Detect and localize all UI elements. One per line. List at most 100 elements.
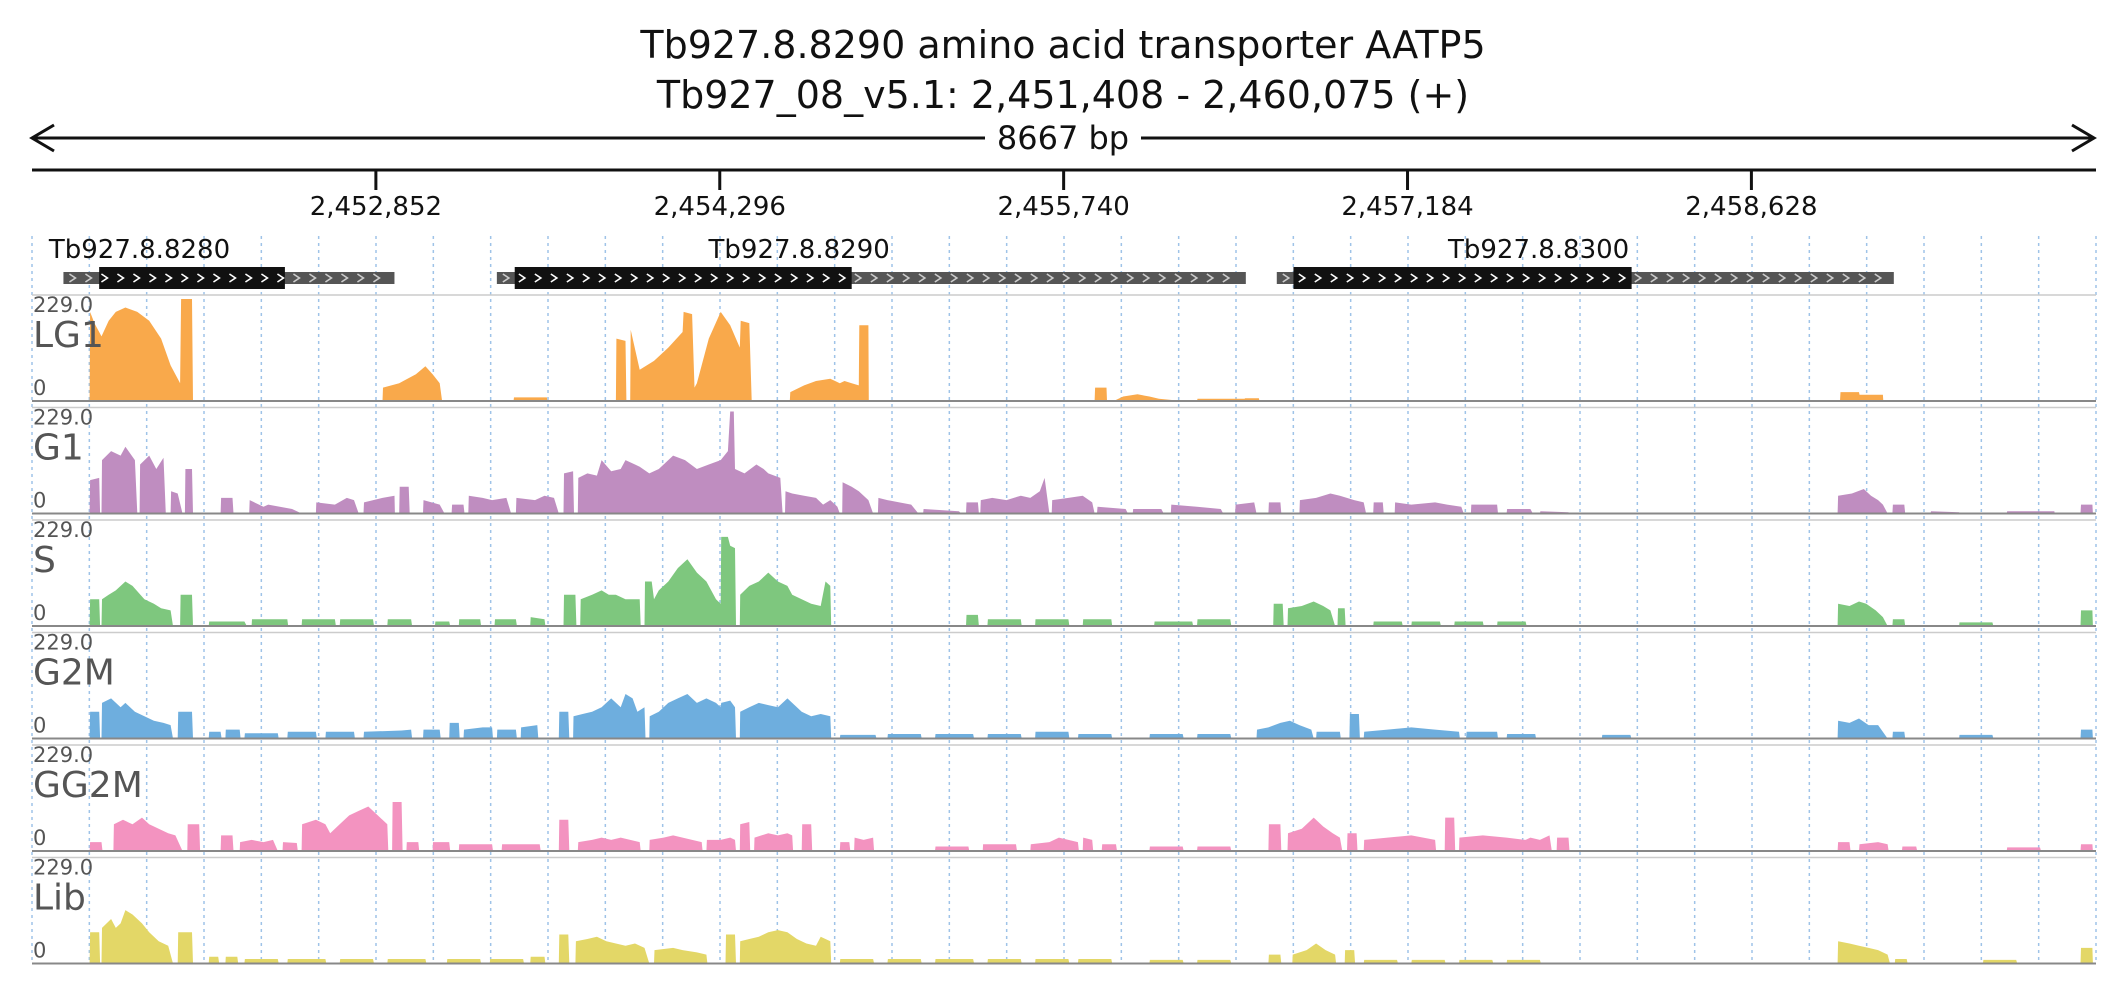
strand-arrow-icon: [694, 273, 703, 283]
strand-arrow-icon: [1078, 273, 1087, 283]
ruler-tick-label: 2,458,628: [1685, 192, 1817, 222]
strand-arrow-icon: [1394, 273, 1403, 283]
strand-arrow-icon: [1762, 273, 1771, 283]
track-min-label: 0: [33, 939, 46, 963]
strand-arrow-icon: [1190, 273, 1199, 283]
strand-arrow-icon: [1126, 273, 1135, 283]
strand-arrow-icon: [356, 273, 365, 283]
strand-arrow-icon: [1158, 273, 1167, 283]
strand-arrow-icon: [1346, 273, 1355, 283]
coverage-area: [89, 910, 2093, 964]
strand-arrow-icon: [1298, 273, 1307, 283]
track-min-label: 0: [33, 601, 46, 625]
strand-arrow-icon: [1794, 273, 1803, 283]
coverage-area: [89, 694, 2093, 739]
strand-arrow-icon: [260, 273, 269, 283]
strand-arrow-icon: [598, 273, 607, 283]
strand-arrow-icon: [1362, 273, 1371, 283]
strand-arrow-icon: [1174, 273, 1183, 283]
strand-arrow-icon: [1062, 273, 1071, 283]
gene-model[interactable]: Tb927.8.8290: [496, 235, 1246, 289]
strand-arrow-icon: [340, 273, 349, 283]
strand-arrow-icon: [1490, 273, 1499, 283]
strand-arrow-icon: [1506, 273, 1515, 283]
strand-arrow-icon: [1110, 273, 1119, 283]
track-min-label: 0: [33, 376, 46, 400]
strand-arrow-icon: [822, 273, 831, 283]
gene-model[interactable]: Tb927.8.8280: [48, 235, 395, 289]
strand-arrow-icon: [1410, 273, 1419, 283]
track-max-label: 229.0: [33, 631, 93, 655]
track-name-label: G1: [33, 428, 84, 469]
strand-arrow-icon: [1730, 273, 1739, 283]
strand-arrow-icon: [1222, 273, 1231, 283]
track-min-label: 0: [33, 489, 46, 513]
strand-arrow-icon: [116, 273, 125, 283]
track-name-label: Lib: [33, 878, 86, 919]
strand-arrow-icon: [870, 273, 879, 283]
strand-arrow-icon: [1442, 273, 1451, 283]
strand-arrow-icon: [164, 273, 173, 283]
strand-arrow-icon: [1426, 273, 1435, 283]
strand-arrow-icon: [1858, 273, 1867, 283]
strand-arrow-icon: [1142, 273, 1151, 283]
strand-arrow-icon: [1014, 273, 1023, 283]
header: Tb927.8.8290 amino acid transporter AATP…: [639, 23, 1485, 117]
span-length-label: 8667 bp: [997, 119, 1129, 157]
strand-arrow-icon: [324, 273, 333, 283]
strand-arrow-icon: [1094, 273, 1103, 283]
strand-arrow-icon: [372, 273, 381, 283]
strand-arrow-icon: [1682, 273, 1691, 283]
gene-label: Tb927.8.8300: [1447, 235, 1629, 265]
track-name-label: G2M: [33, 653, 115, 694]
strand-arrow-icon: [1874, 273, 1883, 283]
arrow-left-icon: [29, 123, 55, 153]
strand-arrow-icon: [518, 273, 527, 283]
strand-arrow-icon: [1602, 273, 1611, 283]
strand-arrow-icon: [1666, 273, 1675, 283]
strand-arrow-icon: [1778, 273, 1787, 283]
strand-arrow-icon: [662, 273, 671, 283]
strand-arrow-icon: [534, 273, 543, 283]
strand-arrow-icon: [148, 273, 157, 283]
strand-arrow-icon: [1746, 273, 1755, 283]
gene-track: Tb927.8.8280 Tb927.8.8290 Tb927.8.8300: [48, 235, 1894, 289]
ruler-tick-label: 2,452,852: [310, 192, 442, 222]
strand-arrow-icon: [774, 273, 783, 283]
ruler-tick-label: 2,454,296: [654, 192, 786, 222]
strand-arrow-icon: [710, 273, 719, 283]
strand-arrow-icon: [742, 273, 751, 283]
strand-arrow-icon: [582, 273, 591, 283]
strand-arrow-icon: [196, 273, 205, 283]
strand-arrow-icon: [1826, 273, 1835, 283]
strand-arrow-icon: [100, 273, 109, 283]
strand-arrow-icon: [1554, 273, 1563, 283]
strand-arrow-icon: [1634, 273, 1643, 283]
strand-arrow-icon: [1458, 273, 1467, 283]
strand-arrow-icon: [180, 273, 189, 283]
coverage-tracks: 229.0LG10229.0G10229.0S0229.0G2M0229.0GG…: [32, 293, 2096, 965]
track-min-label: 0: [33, 826, 46, 850]
strand-arrow-icon: [854, 273, 863, 283]
span-indicator: 8667 bp: [29, 119, 2097, 157]
strand-arrow-icon: [1650, 273, 1659, 283]
strand-arrow-icon: [1698, 273, 1707, 283]
strand-arrow-icon: [1538, 273, 1547, 283]
strand-arrow-icon: [902, 273, 911, 283]
strand-arrow-icon: [934, 273, 943, 283]
strand-arrow-icon: [1030, 273, 1039, 283]
gene-model[interactable]: Tb927.8.8300: [1276, 235, 1894, 289]
strand-arrow-icon: [228, 273, 237, 283]
strand-arrow-icon: [244, 273, 253, 283]
strand-arrow-icon: [678, 273, 687, 283]
strand-arrow-icon: [1810, 273, 1819, 283]
strand-arrow-icon: [68, 273, 77, 283]
arrow-right-icon: [2071, 123, 2097, 153]
strand-arrow-icon: [1330, 273, 1339, 283]
